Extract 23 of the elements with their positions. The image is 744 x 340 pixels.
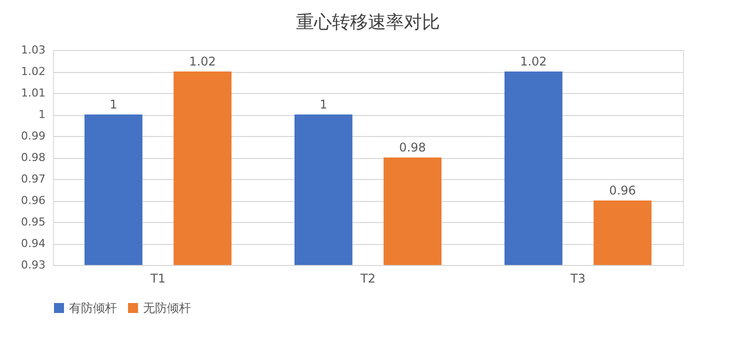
y-tick-label: 0.96 xyxy=(21,194,46,207)
y-tick-label: 1 xyxy=(38,108,46,121)
chart-title: 重心转移速率对比 xyxy=(296,12,440,33)
y-tick-label: 1.03 xyxy=(21,44,46,56)
data-label: 0.96 xyxy=(609,184,636,198)
y-tick-label: 0.94 xyxy=(21,237,46,250)
data-label: 1.02 xyxy=(520,54,547,68)
y-tick-label: 0.95 xyxy=(21,216,46,228)
y-tick-label: 0.97 xyxy=(21,172,46,186)
y-tick-label: 0.93 xyxy=(21,258,46,272)
legend-label: 无防倾杆 xyxy=(143,301,191,315)
data-label: 1.02 xyxy=(189,54,216,68)
data-label: 0.98 xyxy=(399,140,426,154)
data-label: 1 xyxy=(110,98,118,112)
data-label: 1 xyxy=(320,98,328,112)
x-tick-label: T1 xyxy=(150,272,166,286)
y-tick-label: 1.02 xyxy=(21,65,46,78)
y-tick-label: 0.99 xyxy=(21,130,46,142)
legend-label: 有防倾杆 xyxy=(69,301,117,315)
y-tick-label: 1.01 xyxy=(21,86,46,100)
x-tick-label: T2 xyxy=(360,272,376,286)
y-tick-label: 0.98 xyxy=(21,151,46,164)
x-tick-label: T3 xyxy=(570,272,586,286)
